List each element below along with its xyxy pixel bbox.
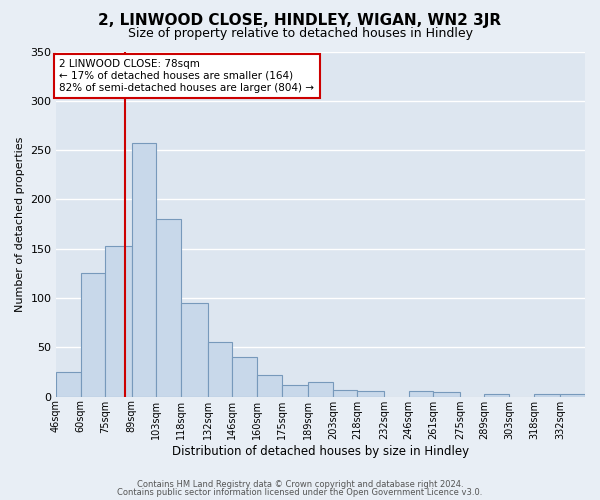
Bar (308, 382, 333, 396)
Text: Contains public sector information licensed under the Open Government Licence v3: Contains public sector information licen… (118, 488, 482, 497)
Bar (433, 392, 460, 396)
Text: 2, LINWOOD CLOSE, HINDLEY, WIGAN, WN2 3JR: 2, LINWOOD CLOSE, HINDLEY, WIGAN, WN2 3J… (98, 12, 502, 28)
Bar (80, 274, 105, 396)
Text: Size of property relative to detached houses in Hindley: Size of property relative to detached ho… (128, 28, 473, 40)
Bar (208, 342, 232, 396)
Bar (534, 394, 560, 396)
Bar (333, 390, 358, 396)
Y-axis label: Number of detached properties: Number of detached properties (15, 136, 25, 312)
Text: Contains HM Land Registry data © Crown copyright and database right 2024.: Contains HM Land Registry data © Crown c… (137, 480, 463, 489)
Bar (484, 394, 509, 396)
Bar (257, 375, 281, 396)
Bar (157, 219, 181, 396)
Bar (409, 390, 433, 396)
Bar (56, 372, 80, 396)
Bar (131, 143, 157, 397)
Bar (358, 390, 384, 396)
Bar (181, 303, 208, 396)
Bar (281, 385, 308, 396)
Bar (560, 394, 585, 396)
X-axis label: Distribution of detached houses by size in Hindley: Distribution of detached houses by size … (172, 444, 469, 458)
Bar (232, 357, 257, 397)
Text: 2 LINWOOD CLOSE: 78sqm
← 17% of detached houses are smaller (164)
82% of semi-de: 2 LINWOOD CLOSE: 78sqm ← 17% of detached… (59, 60, 314, 92)
Bar (105, 246, 131, 396)
